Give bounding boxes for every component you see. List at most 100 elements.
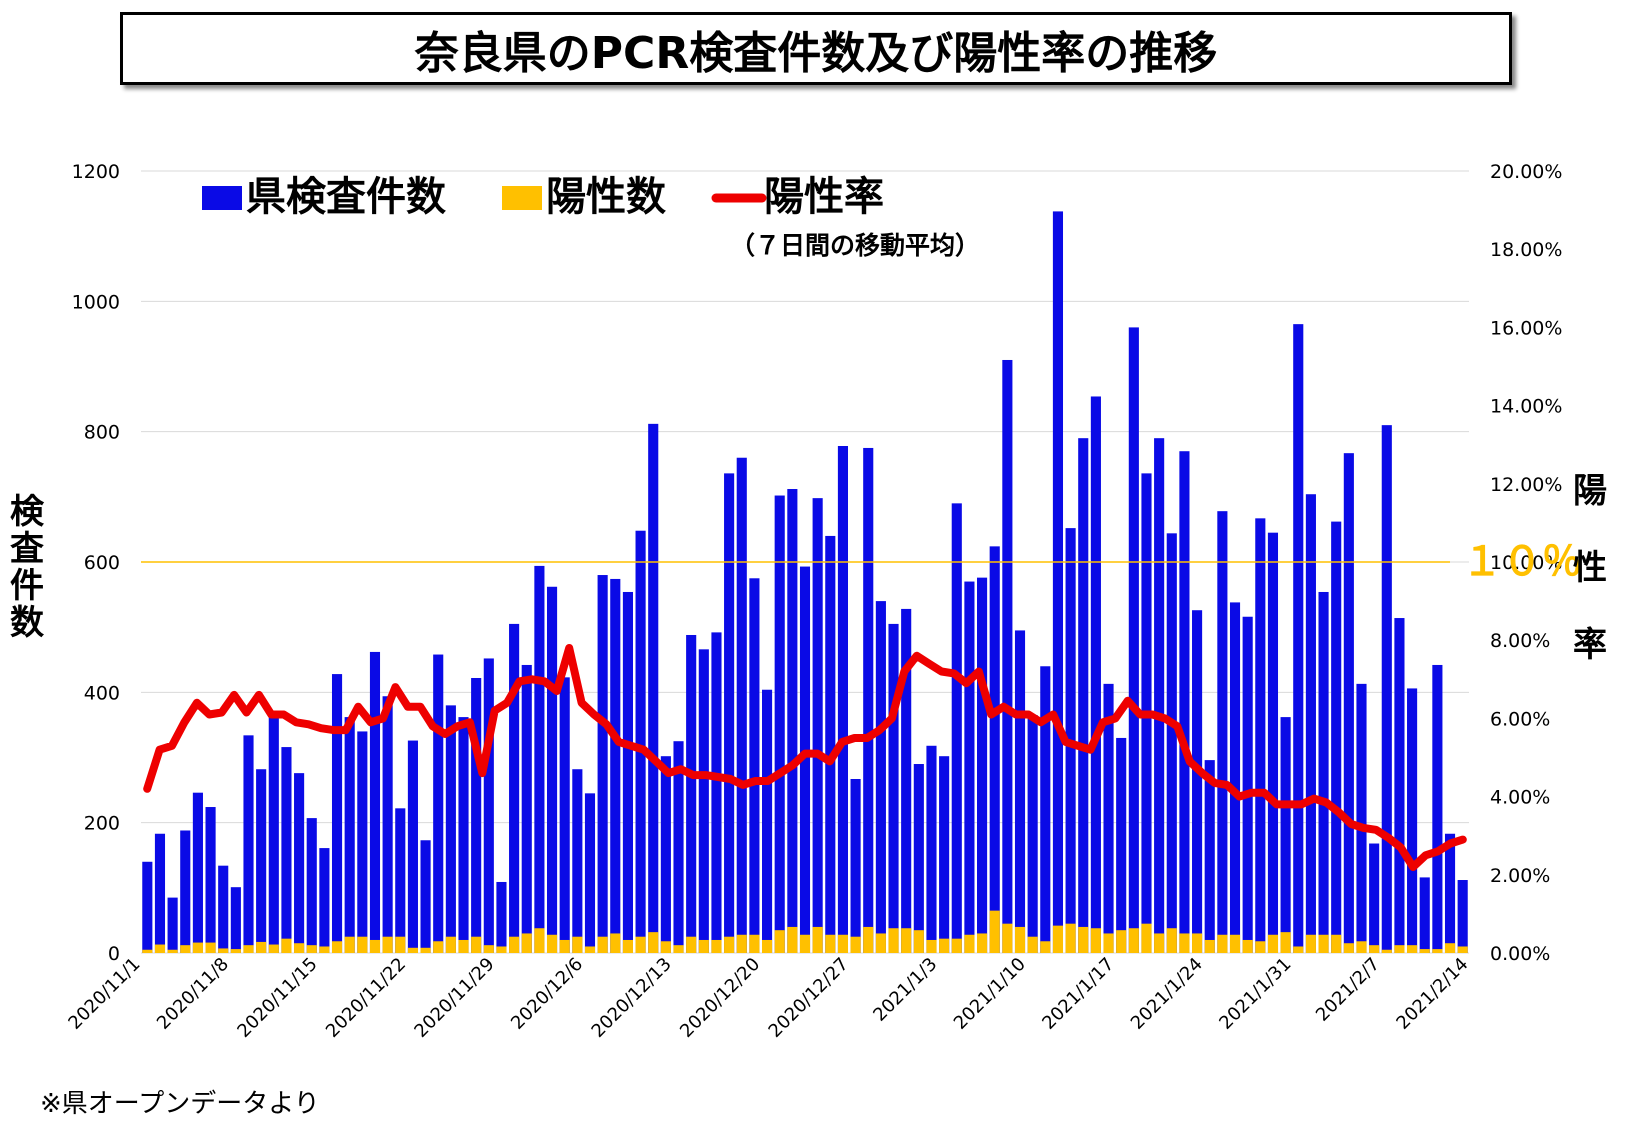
positives-bar xyxy=(483,945,494,953)
tests-bar xyxy=(597,575,608,953)
tests-bar xyxy=(369,651,381,953)
positives-bar xyxy=(509,936,520,953)
positives-bar xyxy=(1305,934,1316,953)
positives-bar xyxy=(546,934,558,953)
tests-bar xyxy=(420,840,431,953)
positives-bar xyxy=(977,933,988,953)
legend-rate-note: （７日間の移動平均） xyxy=(730,231,980,260)
positives-bar xyxy=(812,926,823,953)
tests-bar xyxy=(1318,591,1329,953)
y-tick-label: 600 xyxy=(84,552,120,574)
positives-bar xyxy=(180,945,191,953)
tests-bar xyxy=(1040,666,1051,953)
tests-bar xyxy=(977,577,988,953)
positives-bar xyxy=(989,910,1000,953)
tests-bar xyxy=(724,473,735,953)
positives-bar xyxy=(686,936,697,953)
tests-bar xyxy=(610,578,621,953)
y-tick-label: 1000 xyxy=(72,291,120,313)
tests-bar xyxy=(875,601,886,953)
tests-bar xyxy=(888,623,899,953)
legend-positives-swatch xyxy=(502,186,542,210)
tests-bar xyxy=(1394,618,1405,953)
positives-bar xyxy=(749,934,760,953)
positives-bar xyxy=(572,936,583,953)
tests-bar xyxy=(192,792,203,953)
positives-bar xyxy=(395,936,406,953)
tests-bar xyxy=(1027,715,1038,953)
positives-bar xyxy=(1192,933,1203,953)
positives-bar xyxy=(1229,934,1241,953)
positives-bar xyxy=(167,949,178,953)
positives-bar xyxy=(825,934,836,953)
positives-bar xyxy=(382,936,393,953)
tests-bar xyxy=(584,793,596,953)
tests-bar xyxy=(1052,211,1064,954)
positives-bar xyxy=(319,946,330,953)
positives-bar xyxy=(1103,933,1114,953)
tests-bar xyxy=(458,717,469,953)
tests-bar xyxy=(1116,737,1127,953)
positives-bar xyxy=(1052,925,1064,953)
positives-bar xyxy=(1381,949,1392,953)
tests-bar xyxy=(1242,616,1253,953)
y2-tick-label: 2.00% xyxy=(1490,865,1550,887)
positives-bar xyxy=(1002,923,1013,953)
positives-bar xyxy=(1356,941,1367,953)
tests-bar xyxy=(736,457,747,953)
positives-bar xyxy=(420,947,431,953)
positives-bar xyxy=(1457,946,1468,953)
positives-bar xyxy=(521,933,532,953)
tests-bar xyxy=(774,495,785,953)
positives-bar xyxy=(1204,939,1215,953)
positives-bar xyxy=(154,944,166,953)
positives-bar xyxy=(331,941,343,953)
tests-bar xyxy=(521,664,532,953)
y2-tick-label: 14.00% xyxy=(1490,396,1562,418)
x-tick-label: 2020/11/22 xyxy=(322,954,410,1042)
positives-bar xyxy=(1128,928,1139,953)
tests-bar xyxy=(1444,833,1456,953)
y2-tick-label: 16.00% xyxy=(1490,317,1562,339)
positives-bar xyxy=(471,936,482,953)
tests-bar xyxy=(799,566,811,953)
title-box: 奈良県のPCR検査件数及び陽性率の推移 xyxy=(120,12,1512,85)
tests-bar xyxy=(1078,438,1089,953)
positives-bar xyxy=(1014,926,1026,953)
positives-bar xyxy=(559,939,570,953)
tests-bar xyxy=(926,745,937,953)
tests-bar xyxy=(1331,521,1342,953)
tests-bar xyxy=(319,848,330,953)
positives-bar xyxy=(1293,946,1304,953)
tests-bar xyxy=(901,608,912,953)
tests-bar xyxy=(1103,683,1114,953)
positives-bar xyxy=(458,939,469,953)
y-tick-label: 0 xyxy=(108,943,120,965)
y-axis-title-char: 査 xyxy=(10,529,44,569)
positives-bar xyxy=(218,948,229,953)
positives-bar xyxy=(268,944,279,953)
positives-bar xyxy=(369,939,381,953)
tests-bar xyxy=(1255,518,1266,953)
y-axis-title-char: 件 xyxy=(10,566,44,606)
tests-bar xyxy=(331,674,343,953)
positives-bar xyxy=(660,941,671,953)
positives-bar xyxy=(888,928,899,953)
tests-bar xyxy=(1457,880,1468,953)
x-tick-label: 2021/1/17 xyxy=(1038,954,1118,1034)
tests-bar xyxy=(1407,688,1418,953)
positives-bar xyxy=(1166,928,1177,953)
positives-bar xyxy=(344,936,355,953)
tests-bar xyxy=(167,897,178,953)
y-tick-label: 400 xyxy=(84,682,120,704)
positives-bar xyxy=(357,936,368,953)
tests-bar xyxy=(825,535,836,953)
tests-bar xyxy=(913,764,924,953)
positives-bar xyxy=(496,946,507,953)
positives-bar xyxy=(1394,945,1405,953)
x-axis-ticks: 2020/11/1 2020/11/8 2020/11/15 2020/11/22 20… xyxy=(64,954,1472,1042)
positives-bar xyxy=(1141,923,1152,953)
positives-bar xyxy=(648,932,659,953)
positives-bar xyxy=(1369,945,1380,953)
positives-bar xyxy=(774,930,785,953)
